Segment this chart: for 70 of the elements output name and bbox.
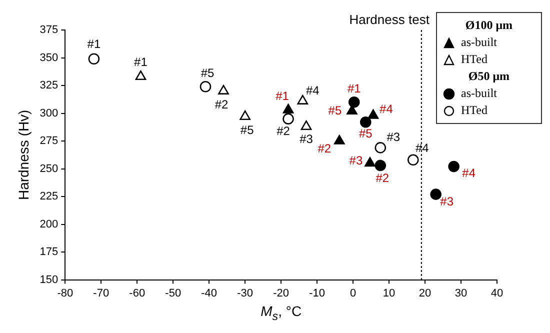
- y-tick-label: 325: [40, 80, 58, 92]
- annotation: #4: [380, 102, 394, 116]
- x-tick-label: -30: [237, 287, 254, 300]
- annotation: #1: [134, 54, 148, 69]
- x-tick-label: -40: [201, 287, 218, 300]
- annotation: #5: [200, 66, 214, 80]
- point: [364, 157, 376, 167]
- y-tick-label: 350: [40, 52, 58, 64]
- annotation: #3: [300, 132, 314, 146]
- x-tick-label: 20: [418, 287, 432, 300]
- point: [448, 160, 460, 172]
- y-tick-label: 275: [40, 135, 58, 148]
- x-tick-label: 30: [454, 287, 468, 300]
- x-tick-label: -20: [273, 287, 290, 300]
- point: [360, 116, 372, 128]
- x-tick-label: -60: [129, 287, 146, 300]
- annotation: #5: [240, 122, 254, 137]
- y-tick-label: 300: [40, 107, 58, 120]
- point: [282, 104, 294, 114]
- legend-label: as-built: [461, 35, 497, 49]
- ref-line-label: Hardness test: [349, 12, 430, 28]
- annotation: Ø100 μm: [464, 18, 514, 33]
- annotation: #1: [276, 89, 290, 104]
- y-tick-label: 150: [40, 274, 58, 286]
- annotation: #5: [358, 126, 373, 140]
- y-tick-label: 375: [40, 24, 58, 36]
- y-tick-label: 225: [40, 190, 58, 203]
- x-tick-label: -50: [165, 287, 182, 300]
- annotation: #1: [347, 81, 362, 96]
- annotation: #2: [276, 124, 290, 138]
- point: [368, 109, 379, 119]
- annotation: #4: [415, 141, 430, 156]
- x-tick-label: -80: [57, 287, 74, 300]
- annotation: #5: [328, 103, 342, 118]
- y-tick-label: 175: [40, 246, 58, 258]
- y-axis-title: Hardness (Hv): [15, 110, 32, 200]
- point: [200, 80, 212, 92]
- legend-label: HTed: [461, 103, 488, 117]
- annotation: #3: [386, 130, 400, 144]
- x-tick-label: -10: [309, 287, 326, 300]
- annotation: #4: [462, 166, 476, 180]
- y-tick-label: 250: [40, 162, 58, 175]
- annotation: #2: [214, 97, 228, 112]
- point: [297, 94, 308, 104]
- y-tick-label: 200: [40, 218, 58, 230]
- point: [240, 110, 251, 120]
- point: [218, 84, 229, 94]
- annotation: #3: [349, 154, 363, 168]
- annotation: #1: [87, 37, 101, 52]
- point: [135, 70, 146, 80]
- legend-label: as-built: [461, 86, 497, 100]
- point: [408, 154, 419, 166]
- x-tick-label: 0: [350, 287, 356, 300]
- point: [348, 96, 360, 108]
- annotation: #4: [306, 83, 320, 98]
- x-axis-title: M$_{s}$, °C: [260, 303, 302, 323]
- annotation: Ø50 μm: [467, 69, 511, 84]
- annotation: #2: [376, 170, 390, 185]
- x-tick-label: 10: [382, 287, 396, 300]
- annotation: #3: [440, 194, 454, 209]
- x-tick-label: -70: [93, 287, 110, 300]
- point: [374, 142, 386, 154]
- point: [374, 160, 386, 172]
- point: [430, 188, 442, 200]
- annotation: #2: [318, 141, 332, 156]
- point: [282, 113, 294, 124]
- legend-label: HTed: [461, 52, 488, 66]
- point: [300, 120, 312, 130]
- point: [334, 134, 345, 144]
- x-tick-label: 40: [490, 287, 504, 300]
